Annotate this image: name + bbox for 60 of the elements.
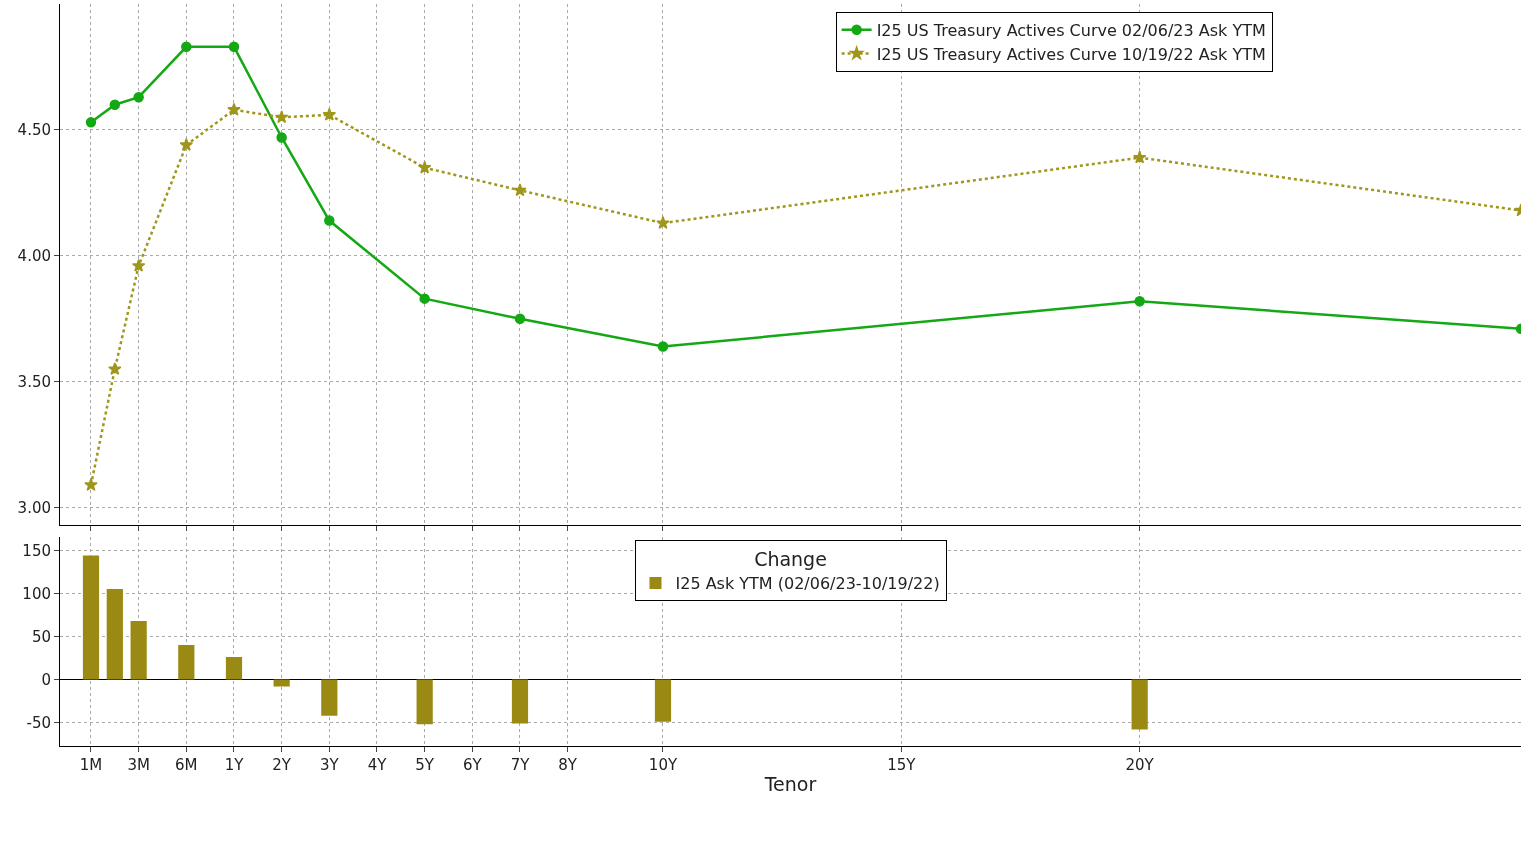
y-tick-label: 50 bbox=[31, 627, 51, 646]
point bbox=[513, 183, 527, 197]
x-tick-label: 1M bbox=[79, 755, 103, 774]
point bbox=[1134, 295, 1145, 307]
point bbox=[656, 216, 670, 229]
bar bbox=[82, 555, 100, 680]
point bbox=[85, 117, 97, 128]
bar bbox=[511, 679, 529, 724]
x-tick-label: 5Y bbox=[415, 755, 435, 774]
point bbox=[84, 477, 98, 491]
y-tick-label: -50 bbox=[26, 713, 51, 732]
point bbox=[514, 313, 526, 325]
x-tick-label: 4Y bbox=[367, 755, 388, 774]
y-tick-label: 4.50 bbox=[17, 121, 51, 140]
legend-label: I25 US Treasury Actives Curve 10/19/22 Ask YTM bbox=[876, 44, 1266, 64]
point bbox=[657, 341, 669, 352]
y-tick-label: 3.50 bbox=[17, 373, 51, 391]
y-tick-label: 100 bbox=[22, 584, 51, 603]
x-tick-label: 10Y bbox=[648, 755, 678, 774]
point bbox=[324, 215, 335, 226]
bar bbox=[321, 679, 338, 716]
point bbox=[179, 137, 194, 151]
bar bbox=[225, 657, 243, 680]
point bbox=[1132, 150, 1147, 164]
x-tick-label: 20Y bbox=[1125, 755, 1155, 774]
bar bbox=[1131, 679, 1148, 730]
legend-title: Change bbox=[754, 548, 827, 571]
point bbox=[181, 41, 192, 53]
point bbox=[131, 258, 146, 272]
x-tick-label: 3M bbox=[127, 755, 150, 774]
point bbox=[227, 102, 241, 116]
bar bbox=[178, 645, 195, 680]
x-tick-label: 2Y bbox=[272, 755, 292, 774]
point bbox=[228, 41, 240, 53]
x-tick-label: 7Y bbox=[510, 755, 531, 774]
x-tick-label: 1Y bbox=[224, 755, 245, 774]
x-axis-title: Tenor bbox=[763, 772, 817, 795]
x-tick-label: 6Y bbox=[462, 755, 483, 774]
bar bbox=[130, 620, 147, 680]
bar bbox=[106, 589, 123, 680]
point bbox=[417, 160, 432, 174]
y-tick-label: 150 bbox=[22, 541, 51, 560]
bar bbox=[416, 679, 433, 725]
bar bbox=[654, 679, 672, 722]
x-tick-label: 6M bbox=[175, 755, 198, 774]
point bbox=[108, 362, 122, 376]
x-tick-label: 3Y bbox=[319, 755, 340, 774]
point bbox=[109, 99, 121, 110]
point bbox=[322, 107, 337, 121]
y-tick-label: 4.00 bbox=[17, 247, 51, 266]
x-tick-label: 8Y bbox=[558, 755, 578, 774]
y-tick-label: 0 bbox=[41, 670, 51, 689]
x-tick-label: 15Y bbox=[887, 755, 917, 774]
y-tick-label: 3.00 bbox=[17, 498, 51, 517]
legend-label: I25 US Treasury Actives Curve 02/06/23 Ask YTM bbox=[876, 20, 1266, 40]
point bbox=[274, 110, 289, 124]
point bbox=[419, 293, 430, 304]
point bbox=[133, 91, 144, 103]
legend-label: I25 Ask YTM (02/06/23-10/19/22) bbox=[675, 574, 940, 594]
point bbox=[276, 132, 287, 143]
